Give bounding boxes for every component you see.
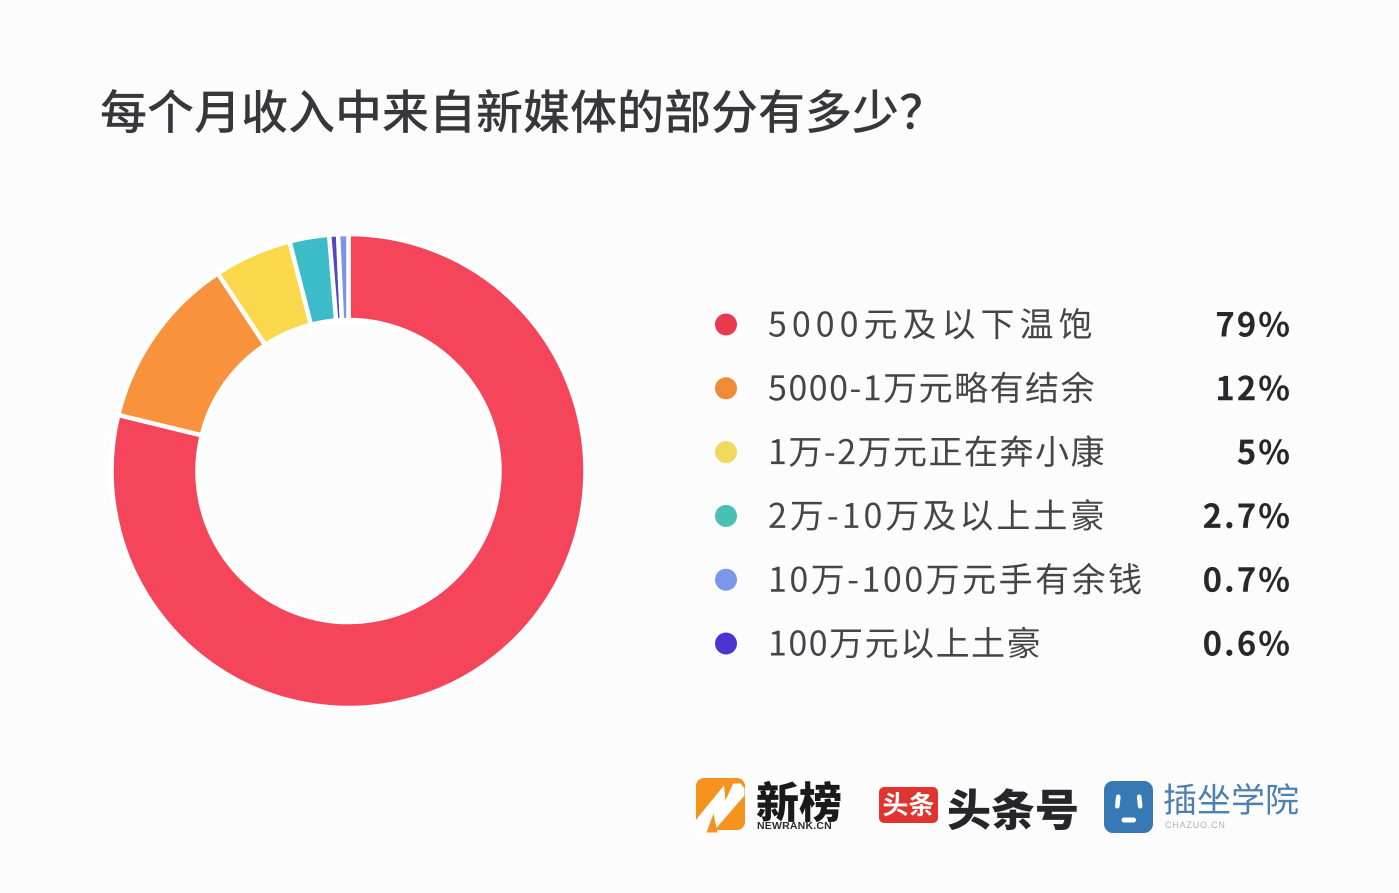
- svg-text:CHAZUO.CN: CHAZUO.CN: [1165, 820, 1226, 830]
- svg-text:NEWRANK.CN: NEWRANK.CN: [757, 820, 832, 832]
